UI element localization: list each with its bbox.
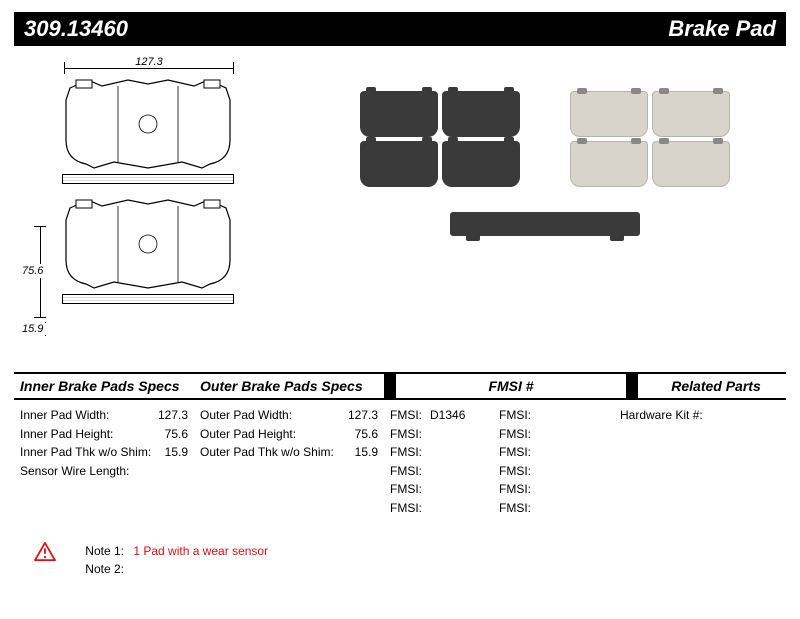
dimension-height-label: 75.6 xyxy=(20,264,45,278)
specs-body: Inner Pad Width:127.3Inner Pad Height:75… xyxy=(14,400,786,518)
technical-drawing: 127.3 75.6 xyxy=(14,54,284,364)
spec-line: Inner Pad Thk w/o Shim:15.9 xyxy=(20,443,188,462)
fmsi-line: FMSI: xyxy=(390,462,499,481)
col-header-fmsi: FMSI # xyxy=(396,374,626,398)
spec-line: Inner Pad Height:75.6 xyxy=(20,425,188,444)
shim-bar-top xyxy=(62,174,234,184)
specs-header: Inner Brake Pads Specs Outer Brake Pads … xyxy=(14,372,786,400)
fmsi-line: FMSI:D1346 xyxy=(390,406,499,425)
dimension-height: 75.6 xyxy=(22,226,58,318)
fmsi-line: FMSI: xyxy=(390,480,499,499)
col-header-related: Related Parts xyxy=(638,374,786,398)
fmsi-line: FMSI: xyxy=(390,443,499,462)
spec-line: Inner Pad Width:127.3 xyxy=(20,406,188,425)
fmsi-line: FMSI: xyxy=(499,425,608,444)
page-title: Brake Pad xyxy=(668,16,776,42)
col-header-outer: Outer Brake Pads Specs xyxy=(194,374,384,398)
part-number: 309.13460 xyxy=(24,16,128,42)
pad-photo-back xyxy=(350,84,530,194)
fmsi-line: FMSI: xyxy=(390,499,499,518)
figure-area: 127.3 75.6 xyxy=(14,54,786,364)
fmsi-line: FMSI: xyxy=(499,480,608,499)
product-photos xyxy=(304,54,786,364)
dimension-width: 127.3 xyxy=(64,60,234,78)
dimension-thickness: 15.9 xyxy=(22,322,58,336)
header-bar: 309.13460 Brake Pad xyxy=(14,12,786,46)
fmsi-line: FMSI: xyxy=(499,406,608,425)
spec-line: Outer Pad Height:75.6 xyxy=(200,425,378,444)
spec-line: Hardware Kit #: xyxy=(620,406,780,425)
notes-section: Note 1: 1 Pad with a wear sensor Note 2: xyxy=(14,542,786,578)
warning-icon xyxy=(34,542,56,562)
pad-photo-front xyxy=(560,84,740,194)
pad-photo-edge xyxy=(450,212,640,236)
dimension-thickness-label: 15.9 xyxy=(20,322,45,336)
dimension-width-label: 127.3 xyxy=(131,56,167,68)
fmsi-line: FMSI: xyxy=(499,499,608,518)
col-header-inner: Inner Brake Pads Specs xyxy=(14,374,194,398)
shim-bar-bottom xyxy=(62,294,234,304)
pad-outline-bottom xyxy=(62,198,284,290)
fmsi-line: FMSI: xyxy=(499,443,608,462)
note1-text: 1 Pad with a wear sensor xyxy=(133,544,268,558)
spec-line: Outer Pad Width:127.3 xyxy=(200,406,378,425)
fmsi-list: FMSI:D1346FMSI:FMSI:FMSI:FMSI:FMSI: FMSI… xyxy=(384,406,614,518)
spec-line: Sensor Wire Length: xyxy=(20,462,188,481)
note2-label: Note 2: xyxy=(66,560,124,578)
outer-specs: Outer Pad Width:127.3Outer Pad Height:75… xyxy=(194,406,384,518)
related-parts: Hardware Kit #: xyxy=(614,406,786,518)
inner-specs: Inner Pad Width:127.3Inner Pad Height:75… xyxy=(14,406,194,518)
fmsi-line: FMSI: xyxy=(499,462,608,481)
fmsi-line: FMSI: xyxy=(390,425,499,444)
pad-outline-top xyxy=(62,78,284,170)
spec-line: Outer Pad Thk w/o Shim:15.9 xyxy=(200,443,378,462)
note1-label: Note 1: xyxy=(66,542,124,560)
